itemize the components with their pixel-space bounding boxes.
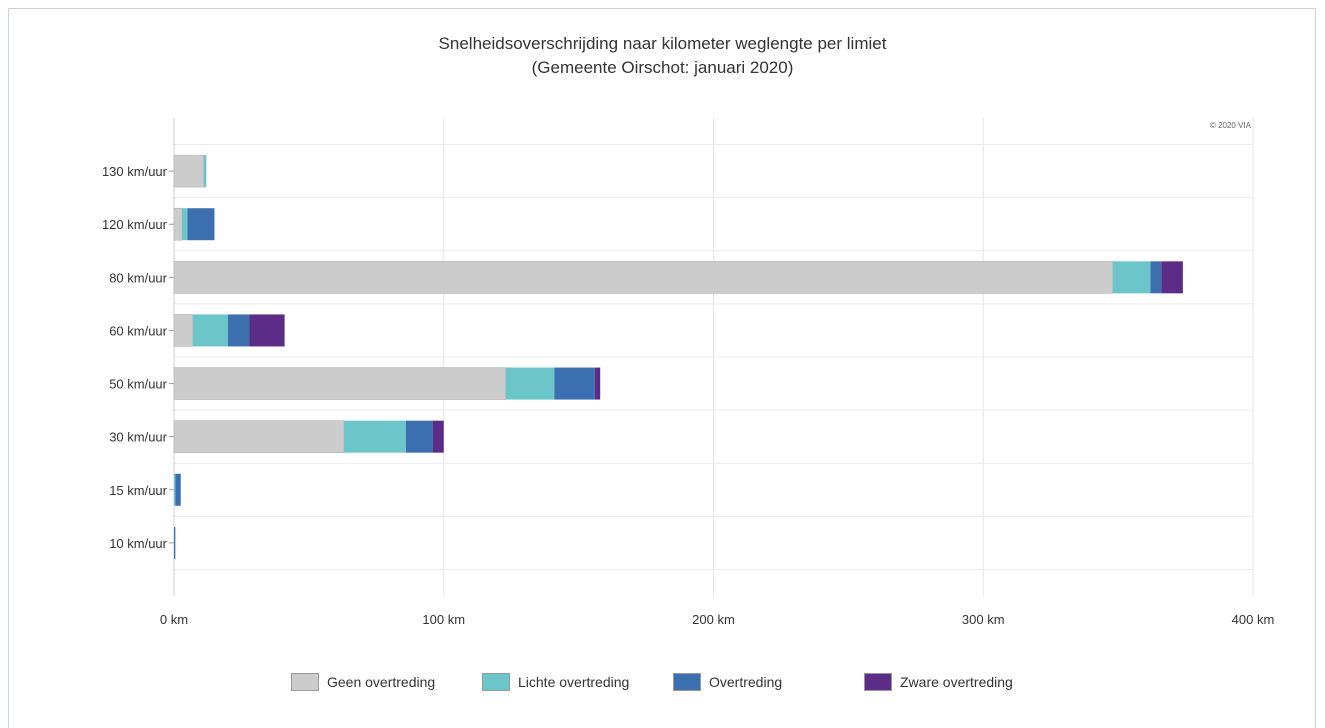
x-tick-label: 400 km: [1232, 612, 1275, 627]
legend-item-zware-overtreding[interactable]: Zware overtreding: [864, 673, 1013, 691]
bar-segment: [173, 207, 183, 241]
bar-segment: [173, 154, 204, 188]
bar-segment: [249, 314, 285, 347]
bar-segment: [192, 314, 228, 347]
bar-segment: [173, 314, 194, 347]
legend-label: Lichte overtreding: [518, 674, 630, 690]
legend-label: Overtreding: [709, 674, 783, 690]
bar-segment: [554, 367, 595, 400]
bar-segment: [187, 208, 215, 241]
legend-swatch: [673, 673, 701, 691]
legend-item-overtreding[interactable]: Overtreding: [673, 673, 782, 691]
legend-swatch: [482, 673, 510, 691]
bar-segment: [1161, 261, 1183, 294]
chart-plot: 0 km 100 km 200 km 300 km 400 km 130 km/uur 12…: [102, 118, 1275, 627]
chart-legend: Geen overtreding Lichte overtreding Over…: [0, 673, 1325, 697]
bar-segment: [343, 420, 406, 453]
bar-segment: [505, 367, 555, 400]
y-tick-label: 10 km/uur: [109, 536, 167, 551]
y-tick-label: 30 km/uur: [109, 430, 167, 445]
bar-segment: [174, 526, 176, 559]
bar-segment: [1150, 261, 1162, 294]
bar-segment: [175, 473, 181, 506]
bar-segment: [405, 420, 433, 453]
bar-segment: [432, 420, 444, 453]
bar-segment: [173, 420, 345, 453]
bar-segment: [173, 367, 507, 400]
y-tick-label: 50 km/uur: [109, 377, 167, 392]
x-tick-label: 0 km: [160, 612, 188, 627]
bar-segment: [594, 367, 601, 400]
y-tick-label: 130 km/uur: [102, 164, 168, 179]
legend-swatch: [864, 673, 892, 691]
bar-segment: [1112, 261, 1151, 294]
x-tick-label: 200 km: [692, 612, 735, 627]
legend-label: Geen overtreding: [327, 674, 436, 690]
y-tick-label: 15 km/uur: [109, 483, 167, 498]
y-tick-label: 80 km/uur: [109, 270, 167, 285]
legend-swatch: [291, 673, 319, 691]
chart-title: Snelheidsoverschrijding naar kilometer w…: [438, 34, 887, 53]
y-tick-label: 120 km/uur: [102, 217, 168, 232]
chart-frame: [8, 8, 1316, 728]
bar-segment: [173, 261, 1114, 294]
bar-segment: [182, 208, 188, 241]
bar-segment: [174, 473, 176, 506]
chart-credit: © 2020 VIA: [1209, 121, 1251, 130]
bar-segment: [227, 314, 250, 347]
bar-segment: [203, 155, 207, 188]
chart-subtitle: (Gemeente Oirschot: januari 2020): [531, 58, 794, 77]
x-tick-label: 300 km: [962, 612, 1005, 627]
legend-item-lichte-overtreding[interactable]: Lichte overtreding: [482, 673, 629, 691]
y-tick-label: 60 km/uur: [109, 323, 167, 338]
legend-item-geen-overtreding[interactable]: Geen overtreding: [291, 673, 435, 691]
x-tick-label: 100 km: [422, 612, 465, 627]
legend-label: Zware overtreding: [900, 674, 1013, 690]
